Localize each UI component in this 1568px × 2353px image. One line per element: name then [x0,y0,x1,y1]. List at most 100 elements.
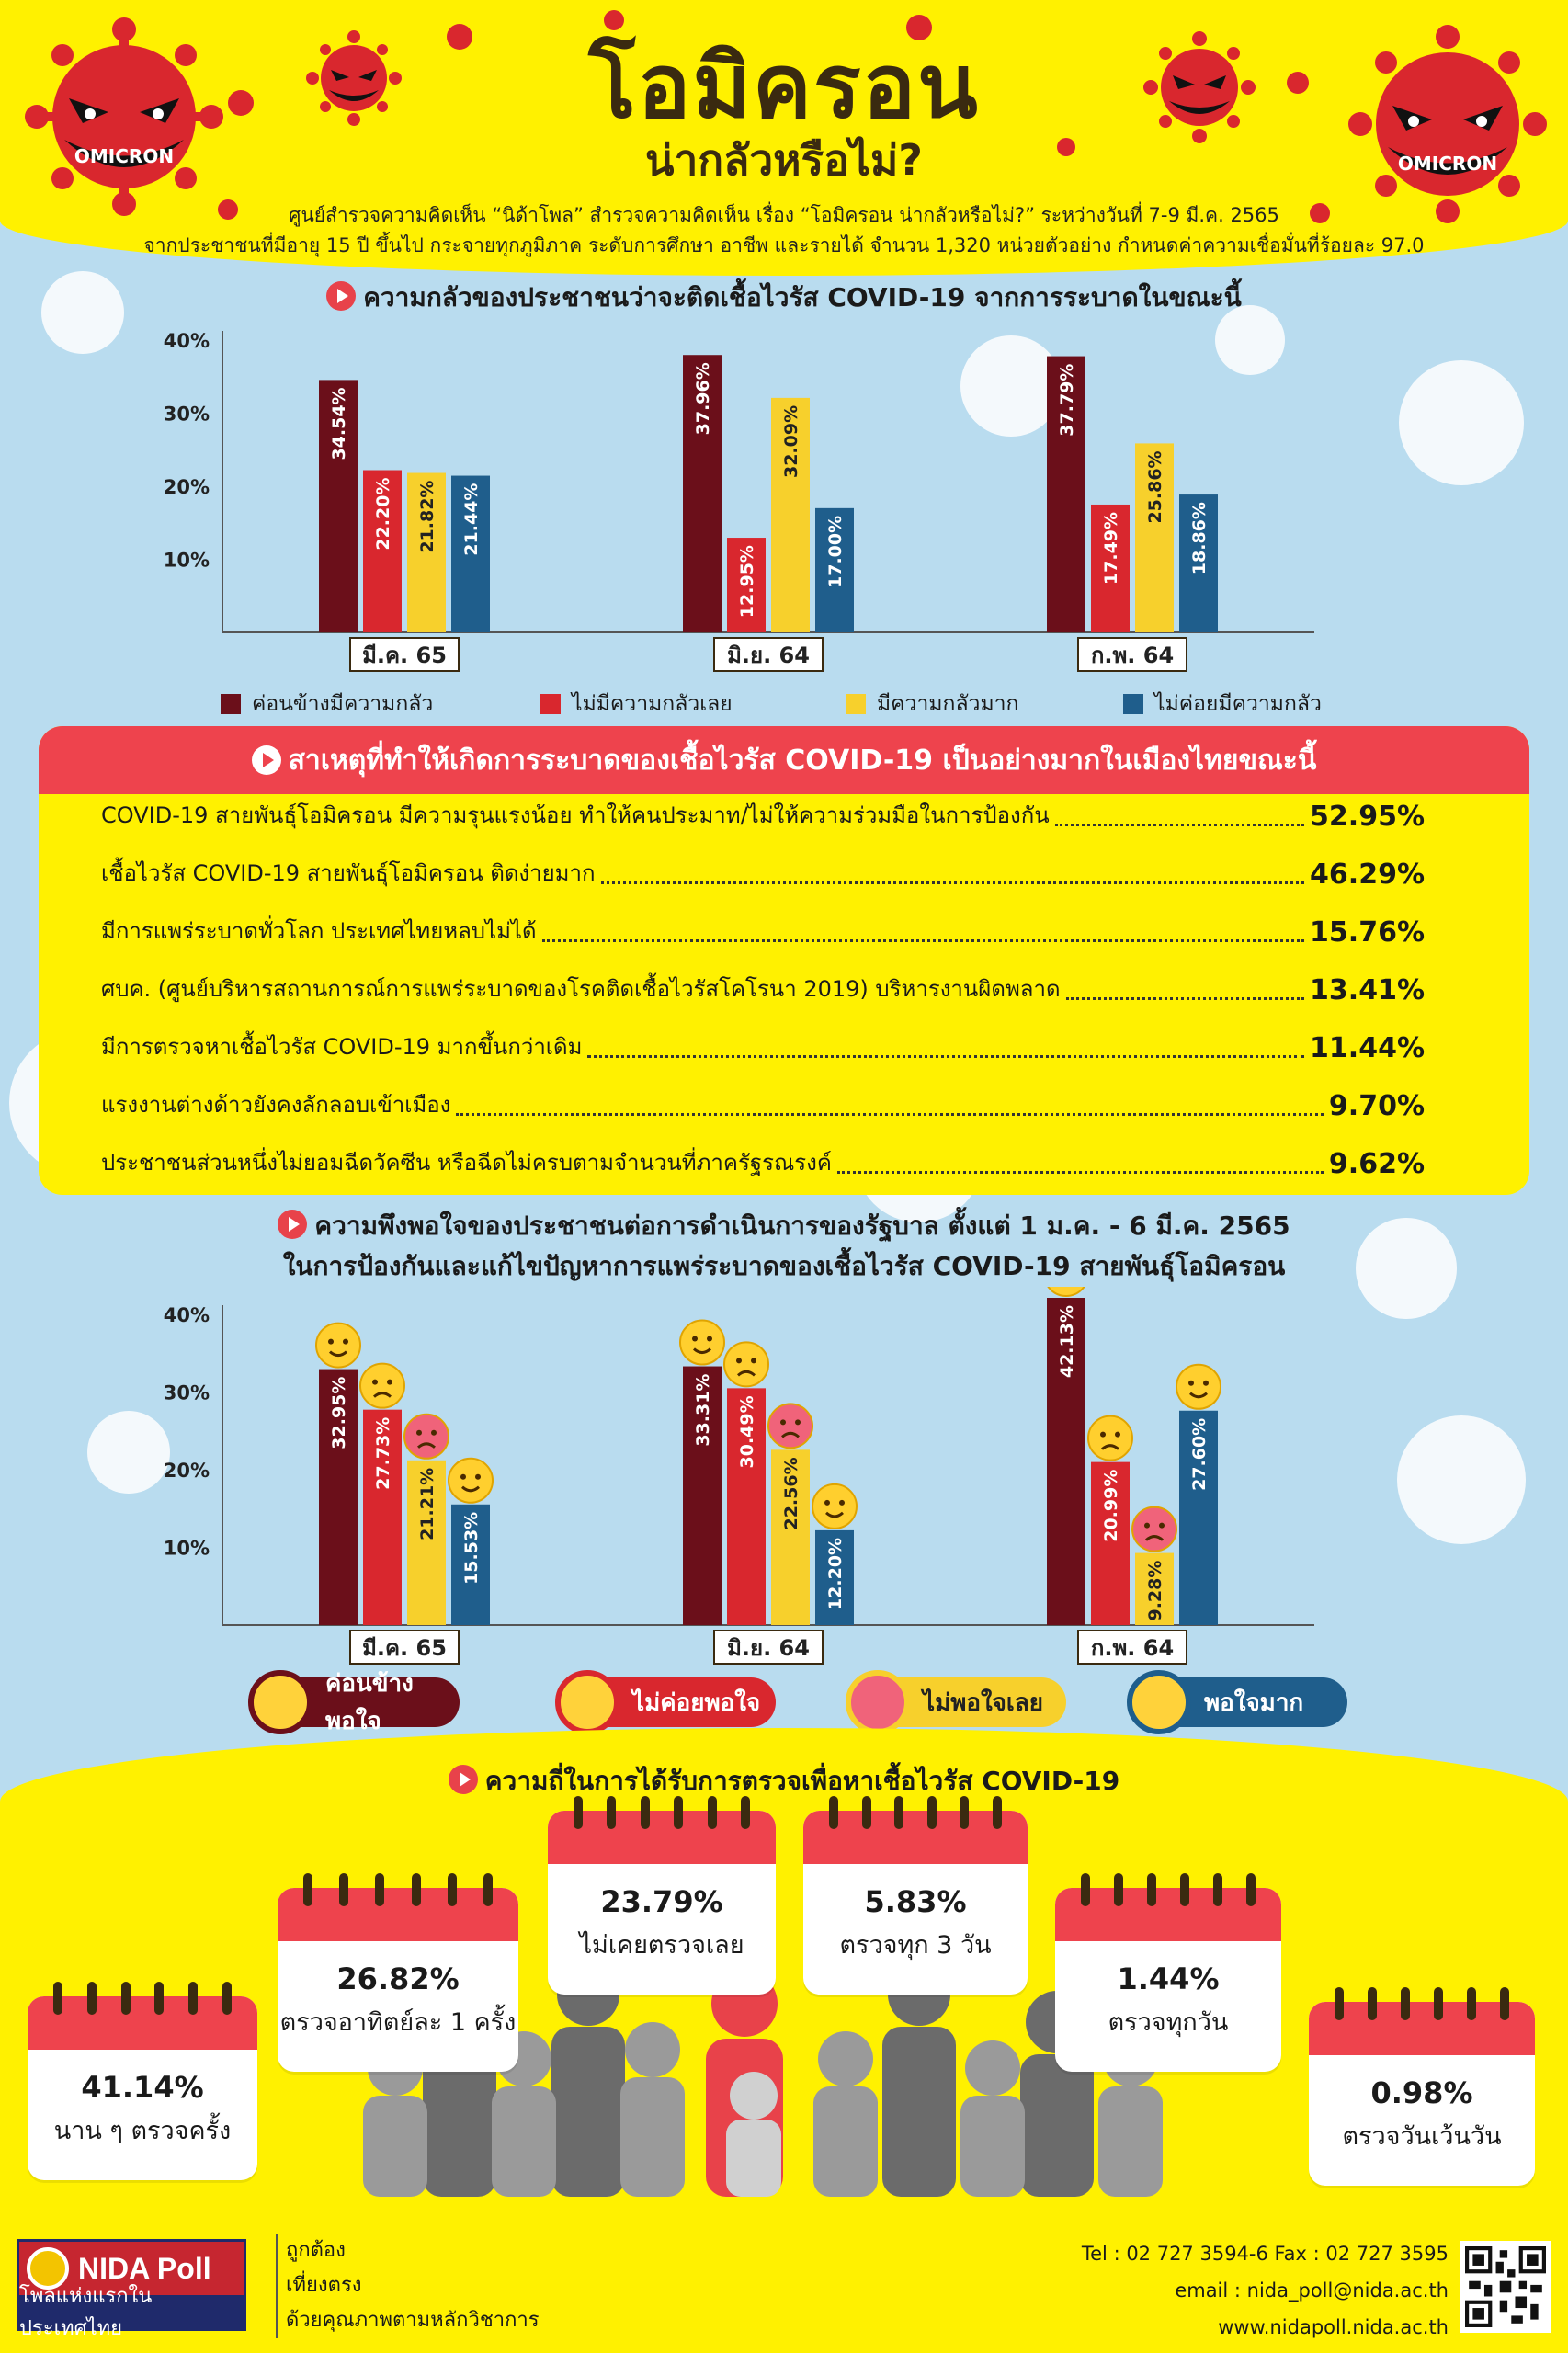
calendar-ring [993,1796,1002,1829]
testing-label: ไม่เคยตรวจเลย [579,1931,744,1960]
calendar-card: 0.98% ตรวจวันเว้นวัน [1309,1987,1535,2186]
heart-eyes-face-icon [1176,1363,1221,1410]
reasons-heading-text: สาเหตุที่ทำให้เกิดการระบาดของเชื้อไวรัส … [288,744,1317,777]
reason-value: 9.62% [1328,1148,1425,1180]
play-icon [448,1765,478,1794]
angry-face-icon [1131,1506,1177,1552]
calendar-ring [1213,1873,1222,1906]
testing-label: ตรวจทุก 3 วัน [839,1931,992,1960]
calendar-ring [1500,1987,1509,2020]
reason-leader-dots [587,1055,1305,1058]
fear-chart-data-label: 21.82% [417,481,437,553]
satisfaction-chart-data-label: 20.99% [1101,1470,1121,1542]
play-icon [326,281,357,311]
virus-left-icon: OMICRON [25,17,223,216]
nida-poll-logo: NIDA Poll โพลแห่งแรกในประเทศไทย [17,2239,246,2340]
fear-chart-ytick-label: 40% [164,330,210,352]
fear-chart-bar [451,475,490,632]
satisfaction-chart-category-label: มิ.ย. 64 [727,1635,810,1661]
worried-face-icon [1087,1415,1133,1461]
calendar-ring [1335,1987,1344,2020]
satisfaction-chart-category-label: ก.พ. 64 [1091,1635,1174,1661]
satisfaction-chart-bar [451,1504,490,1625]
satisfaction-chart-ytick-label: 10% [164,1538,210,1560]
reason-value: 46.29% [1310,858,1425,891]
fear-chart-data-label: 34.54% [329,387,349,460]
calendar-icon [278,1873,518,1941]
calendar-ring [861,1796,871,1829]
virus-small-right-icon [1143,31,1256,143]
calendar-ring [222,1982,232,2015]
qr-code-icon[interactable] [1460,2241,1551,2333]
calendar-ring [640,1796,650,1829]
fear-chart-bar [771,397,810,632]
satisfaction-chart-data-label: 15.53% [461,1512,482,1585]
satisfaction-section-heading: ความพึงพอใจของประชาชนต่อการดำเนินการของร… [0,1206,1568,1287]
reason-value: 52.95% [1310,801,1425,833]
reason-text: ศบค. (ศูนย์บริหารสถานการณ์การแพร่ระบาดขอ… [101,976,1061,1002]
testing-value: 0.98% [1370,2075,1473,2110]
calendar-card: 5.83% ตรวจทุก 3 วัน [803,1796,1028,1995]
reason-value: 11.44% [1310,1032,1425,1064]
contact-website[interactable]: www.nidapoll.nida.ac.th [1218,2316,1449,2338]
reason-text: เชื้อไวรัส COVID-19 สายพันธุ์โอมิครอน ติ… [101,860,596,886]
reason-leader-dots [541,939,1305,942]
contact-phone: Tel : 02 727 3594-6 Fax : 02 727 3595 [1081,2243,1449,2265]
calendar-ring [188,1982,199,2015]
calendar-ring [1147,1873,1156,1906]
virus-right-label: OMICRON [1398,153,1497,175]
calendar-ring [483,1873,493,1906]
reason-row: มีการตรวจหาเชื้อไวรัส COVID-19 มากขึ้นกว… [101,1028,1425,1064]
calendar-ring [120,1982,131,2015]
calendar-icon [1309,1987,1535,2055]
footer-value-2: เที่ยงตรง [286,2274,362,2297]
satisfaction-chart-data-label: 12.20% [825,1538,846,1610]
satisfaction-heading-line-2: ในการป้องกันและแก้ไขปัญหาการแพร่ระบาดของ… [282,1251,1286,1281]
footer: NIDA Poll โพลแห่งแรกในประเทศไทย ถูกต้อง … [0,2224,1568,2353]
testing-value: 5.83% [864,1884,967,1919]
satisfaction-legend-item-3: ไม่พอใจเลย [846,1670,1066,1734]
satisfaction-chart-category-tag [713,1630,824,1665]
footer-value-1: ถูกต้อง [286,2239,346,2262]
satisfaction-legend-label-2: ไม่ค่อยพอใจ [632,1688,761,1717]
legend-swatch-maroon [221,694,241,714]
testing-section-heading: ความถี่ในการได้รับการตรวจเพื่อหาเชื้อไวร… [0,1761,1568,1802]
fear-chart-bar [319,380,358,632]
legend-swatch-blue [1123,694,1143,714]
satisfaction-legend-item-1: ค่อนข้างพอใจ [248,1670,460,1735]
play-icon [251,745,281,775]
heart-eyes-face-icon [812,1483,858,1529]
satisfaction-chart-data-label: 9.28% [1145,1561,1165,1621]
virus-left-label: OMICRON [74,145,174,167]
satisfaction-chart-bar [683,1366,722,1625]
calendar-ring [86,1982,97,2015]
fear-chart-data-label: 18.86% [1189,502,1210,574]
reason-text: ประชาชนส่วนหนึ่งไม่ยอมฉีดวัคซีน หรือฉีดไ… [101,1150,832,1176]
satisfaction-chart-bar [319,1369,358,1625]
satisfaction-chart-bar [815,1529,854,1625]
reason-text: แรงงานต่างด้าวยังคงลักลอบเข้าเมือง [101,1092,451,1118]
testing-heading-text: ความถี่ในการได้รับการตรวจเพื่อหาเชื้อไวร… [484,1766,1120,1796]
intro-line-1: ศูนย์สำรวจความคิดเห็น “นิด้าโพล” สำรวจคว… [289,204,1279,226]
fear-chart-ytick-label: 20% [164,476,210,498]
contact-email[interactable]: email : nida_poll@nida.ac.th [1175,2279,1449,2302]
calendar-ring [411,1873,421,1906]
fear-chart-data-label: 37.96% [693,362,713,435]
virus-right-icon: OMICRON [1348,25,1547,223]
reason-leader-dots [1065,997,1305,1000]
fear-section-heading: ความกลัวของประชาชนว่าจะติดเชื้อไวรัส COV… [0,278,1568,318]
fear-chart-ytick-label: 30% [164,404,210,426]
calendar-ring [1434,1987,1443,2020]
satisfaction-chart-bar [1047,1298,1085,1625]
angry-face-icon [403,1413,449,1460]
satisfaction-chart-bar [363,1409,402,1625]
satisfaction-chart-bar [727,1388,766,1625]
reasons-heading: สาเหตุที่ทำให้เกิดการระบาดของเชื้อไวรัส … [39,726,1529,794]
reason-row: ประชาชนส่วนหนึ่งไม่ยอมฉีดวัคซีน หรือฉีดไ… [101,1143,1425,1180]
testing-value: 26.82% [336,1961,460,1996]
footer-contact: Tel : 02 727 3594-6 Fax : 02 727 3595 em… [1082,2235,1449,2346]
satisfaction-legend-label-1: ค่อนข้างพอใจ [325,1670,414,1735]
calendar-ring [674,1796,684,1829]
calendar-ring [574,1796,583,1829]
reason-row: ศบค. (ศูนย์บริหารสถานการณ์การแพร่ระบาดขอ… [101,970,1425,1006]
